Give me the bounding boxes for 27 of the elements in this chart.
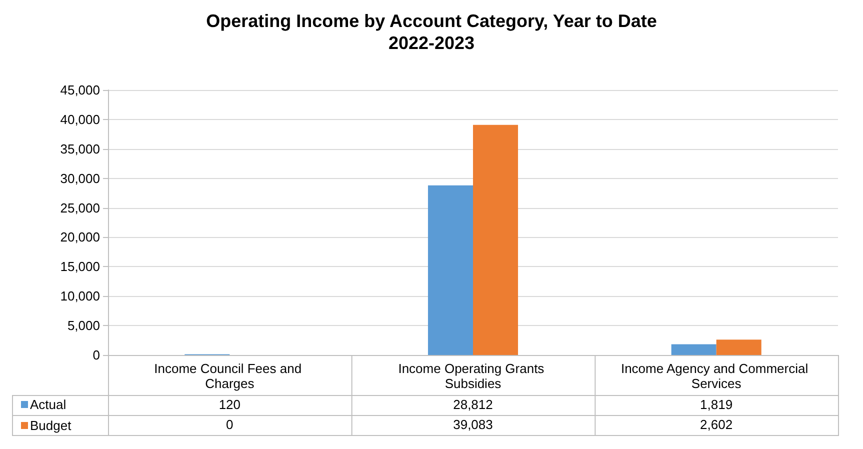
y-tick-label: 0 <box>92 348 100 362</box>
y-tick-label: 20,000 <box>60 230 100 245</box>
x-tick-label: Income Council Fees and Charges <box>154 361 306 391</box>
x-tick-label: Income Agency and Commercial Services <box>620 361 812 391</box>
y-tick-label: 40,000 <box>60 112 100 127</box>
bar <box>671 344 716 355</box>
bar <box>716 340 762 355</box>
legend-label: Budget <box>30 418 72 433</box>
data-label: 1,819 <box>699 396 734 414</box>
x-tick-label: Income Operating Grants Subsidies <box>398 361 548 391</box>
bar <box>428 185 473 355</box>
legend-label: Actual <box>30 397 66 412</box>
y-tick-label: 15,000 <box>60 259 100 274</box>
data-label: 120 <box>218 396 242 414</box>
chart-title: Operating Income by Account Category, Year to Date <box>206 11 657 31</box>
data-label: 2,602 <box>699 416 734 434</box>
y-tick-label: 5,000 <box>67 318 100 334</box>
y-tick-label: 35,000 <box>60 141 100 156</box>
y-tick-label: 45,000 <box>60 82 100 98</box>
data-label: 0 <box>225 416 234 434</box>
data-label: 39,083 <box>452 416 494 434</box>
chart-subtitle: 2022-2023 <box>388 33 475 53</box>
bar <box>473 124 518 355</box>
y-tick-label: 25,000 <box>60 200 100 216</box>
y-tick-label: 10,000 <box>60 288 100 304</box>
data-label: 28,812 <box>452 396 494 414</box>
y-tick-label: 30,000 <box>60 170 100 186</box>
